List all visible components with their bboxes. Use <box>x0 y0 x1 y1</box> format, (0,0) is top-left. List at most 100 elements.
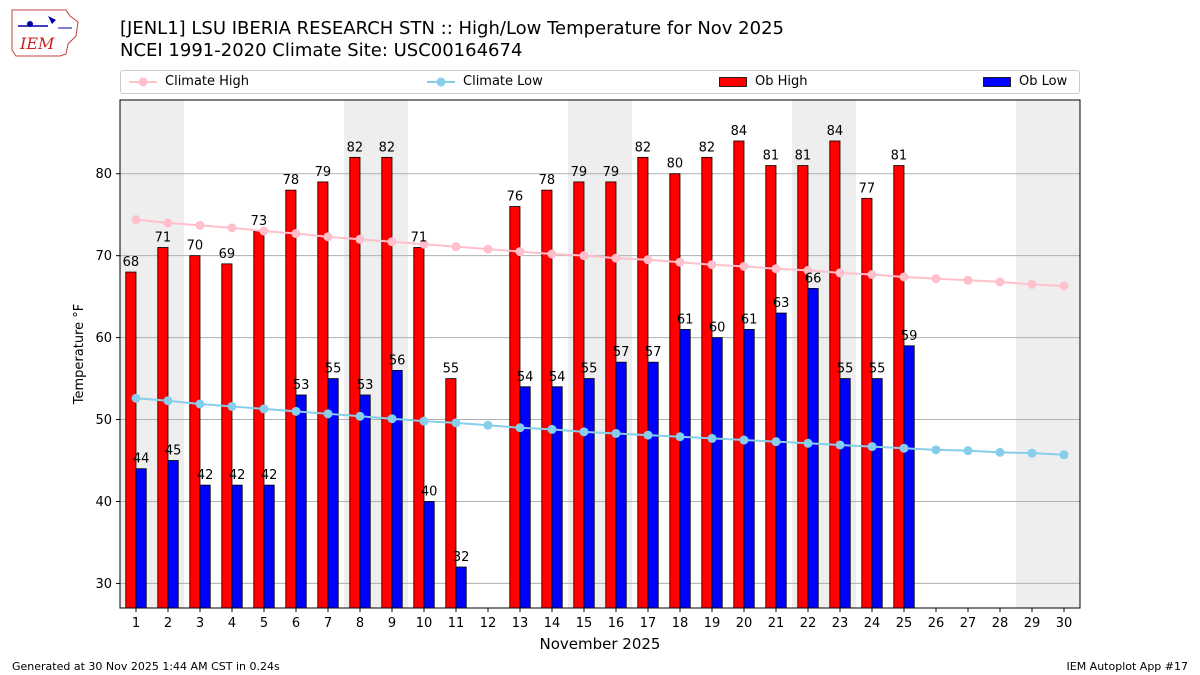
ob-low-label-3: 42 <box>197 468 214 483</box>
x-tick-label-17: 17 <box>640 616 657 631</box>
climate-high-point-20 <box>739 261 749 271</box>
climate-high-point-17 <box>643 255 653 265</box>
ob-high-label-17: 82 <box>635 140 652 155</box>
ob-high-bar-19 <box>701 156 713 609</box>
ob-low-bar-11 <box>455 566 467 609</box>
ob-high-bar-17 <box>637 156 649 609</box>
ob-low-bar-5 <box>263 484 275 609</box>
ob-low-bar-23 <box>839 378 851 609</box>
ob-low-label-13: 54 <box>517 370 534 385</box>
climate-high-point-11 <box>451 242 461 252</box>
x-tick-label-11: 11 <box>448 616 465 631</box>
x-tick-label-20: 20 <box>736 616 753 631</box>
ob-high-bar-9 <box>381 156 393 609</box>
climate-high-point-12 <box>483 244 493 254</box>
ob-low-label-8: 53 <box>357 378 374 393</box>
ob-low-label-23: 55 <box>837 362 854 377</box>
legend-label-ob-high: Ob High <box>755 74 808 89</box>
ob-low-bar-25 <box>903 345 915 609</box>
climate-high-point-15 <box>579 251 589 261</box>
ob-low-bar-22 <box>807 288 819 609</box>
x-tick-label-22: 22 <box>800 616 817 631</box>
climate-high-point-9 <box>387 237 397 247</box>
ob-high-bar-6 <box>285 189 297 609</box>
y-tick-label-80: 80 <box>95 167 112 182</box>
climate-low-point-18 <box>675 432 685 442</box>
ob-high-bar-25 <box>893 165 905 609</box>
ob-low-bar-24 <box>871 378 883 609</box>
climate-low-point-16 <box>611 428 621 438</box>
ob-low-label-18: 61 <box>677 312 694 327</box>
climate-low-point-8 <box>355 411 365 421</box>
ob-low-bar-10 <box>423 501 435 609</box>
ob-high-label-11: 55 <box>443 362 460 377</box>
x-tick-label-15: 15 <box>576 616 593 631</box>
ob-low-bar-14 <box>551 386 563 609</box>
ob-high-bar-5 <box>253 230 265 609</box>
ob-low-bar-6 <box>295 394 307 609</box>
x-tick-label-13: 13 <box>512 616 529 631</box>
climate-high-point-10 <box>419 239 429 249</box>
climate-low-point-6 <box>291 406 301 416</box>
ob-high-bar-7 <box>317 181 329 609</box>
legend-swatch-ob-low <box>983 76 1011 87</box>
ob-low-label-22: 66 <box>805 271 822 286</box>
climate-low-line <box>135 397 1065 456</box>
climate-low-point-26 <box>931 445 941 455</box>
climate-high-point-5 <box>259 226 269 236</box>
ob-high-label-18: 80 <box>667 157 684 172</box>
climate-low-point-10 <box>419 416 429 426</box>
x-tick-label-4: 4 <box>228 616 236 631</box>
climate-low-point-21 <box>771 437 781 447</box>
ob-high-label-16: 79 <box>603 165 620 180</box>
climate-low-point-25 <box>899 443 909 453</box>
ob-high-bar-21 <box>765 165 777 609</box>
legend-item-climate-high: Climate High <box>129 74 249 89</box>
climate-high-point-30 <box>1059 281 1069 291</box>
y-tick-label-50: 50 <box>95 413 112 428</box>
ob-high-bar-20 <box>733 140 745 609</box>
climate-high-point-21 <box>771 264 781 274</box>
x-tick-label-19: 19 <box>704 616 721 631</box>
ob-high-label-23: 84 <box>827 124 844 139</box>
y-tick-label-40: 40 <box>95 495 112 510</box>
ob-low-bar-15 <box>583 378 595 609</box>
ob-high-label-4: 69 <box>219 247 236 262</box>
legend-item-ob-high: Ob High <box>719 74 808 89</box>
ob-low-bar-13 <box>519 386 531 609</box>
ob-low-bar-8 <box>359 394 371 609</box>
climate-low-point-5 <box>259 404 269 414</box>
ob-high-bar-2 <box>157 247 169 609</box>
climate-high-point-19 <box>707 260 717 270</box>
ob-high-label-25: 81 <box>891 149 908 164</box>
legend-label-ob-low: Ob Low <box>1019 74 1068 89</box>
ob-low-label-19: 60 <box>709 321 726 336</box>
climate-low-point-12 <box>483 420 493 430</box>
ob-low-label-16: 57 <box>613 345 630 360</box>
x-tick-label-2: 2 <box>164 616 172 631</box>
x-tick-label-24: 24 <box>864 616 881 631</box>
ob-high-label-14: 78 <box>539 173 556 188</box>
legend-item-climate-low: Climate Low <box>427 74 543 89</box>
climate-low-point-30 <box>1059 450 1069 460</box>
x-tick-label-23: 23 <box>832 616 849 631</box>
ob-low-bar-17 <box>647 361 659 609</box>
ob-low-label-14: 54 <box>549 370 566 385</box>
x-tick-label-10: 10 <box>416 616 433 631</box>
ob-high-label-10: 71 <box>411 230 428 245</box>
legend-label-climate-low: Climate Low <box>463 74 543 89</box>
x-tick-label-9: 9 <box>388 616 396 631</box>
ob-low-bar-16 <box>615 361 627 609</box>
legend-swatch-ob-high <box>719 76 747 87</box>
climate-high-line <box>135 218 1065 287</box>
ob-low-label-21: 63 <box>773 296 790 311</box>
x-tick-label-5: 5 <box>260 616 268 631</box>
y-tick-label-30: 30 <box>95 577 112 592</box>
footer-app: IEM Autoplot App #17 <box>1066 660 1189 673</box>
climate-high-point-27 <box>963 275 973 285</box>
climate-high-point-24 <box>867 270 877 280</box>
climate-low-point-29 <box>1027 448 1037 458</box>
ob-low-label-25: 59 <box>901 329 918 344</box>
climate-high-point-2 <box>163 218 173 228</box>
climate-low-point-2 <box>163 396 173 406</box>
